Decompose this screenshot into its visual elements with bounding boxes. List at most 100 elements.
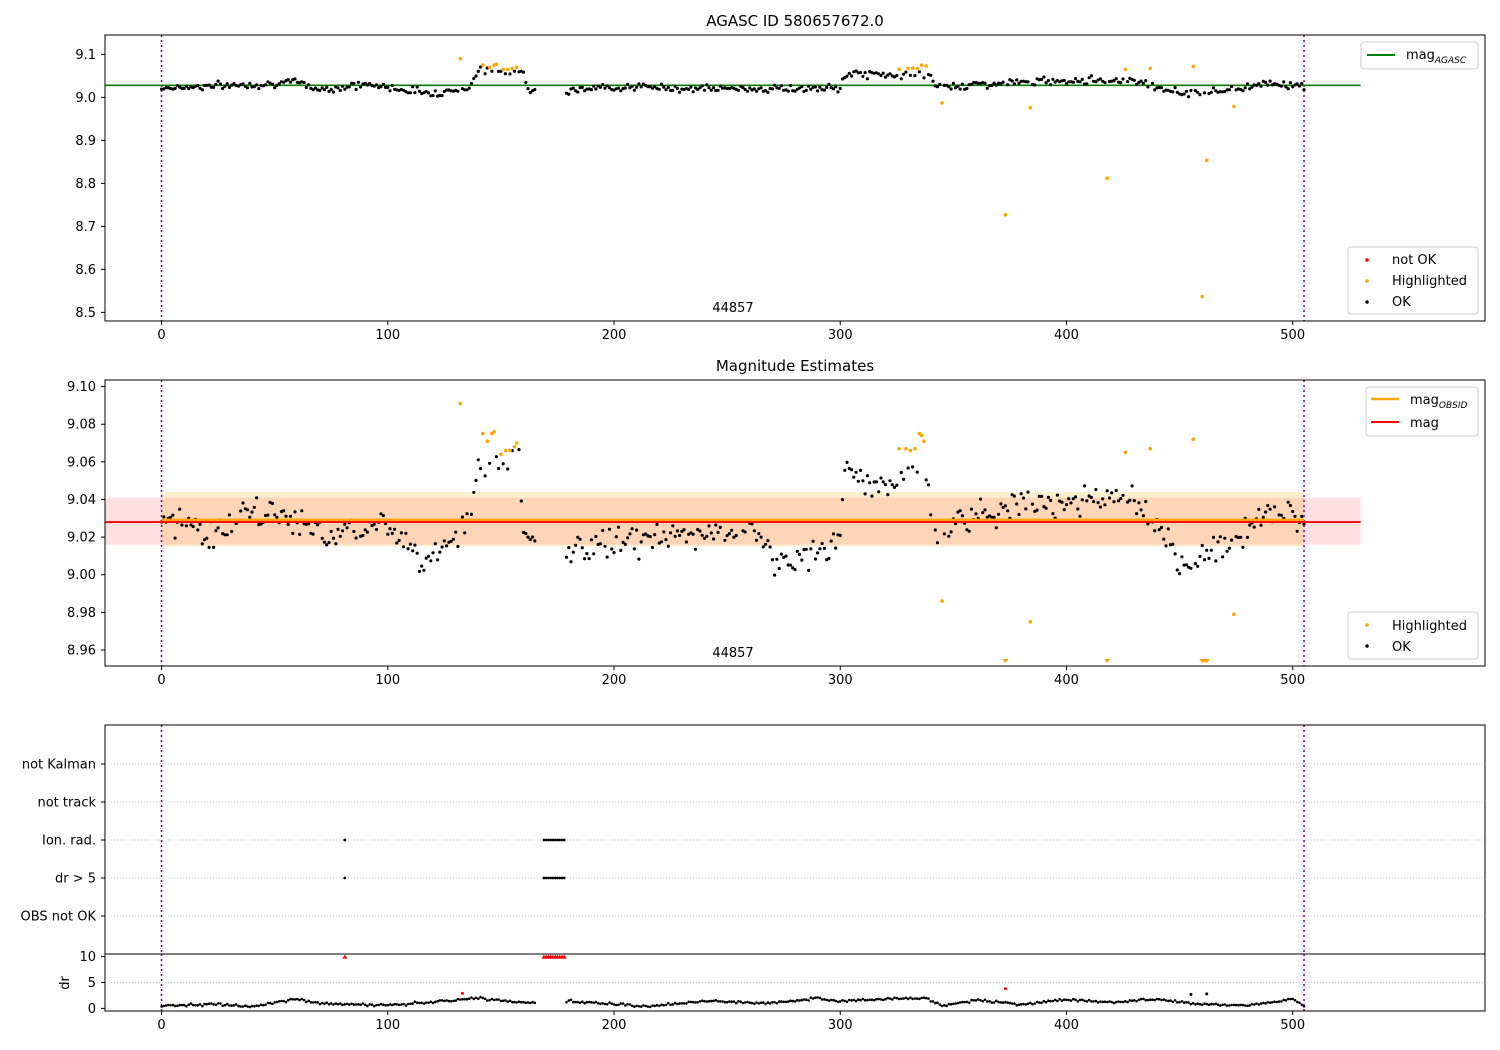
ok-point — [1098, 77, 1102, 81]
dr-ok-point — [515, 1001, 518, 1004]
ok-point — [313, 86, 317, 90]
magnitude-marks — [105, 380, 1361, 666]
ok-point — [585, 552, 589, 556]
ok-point — [834, 546, 838, 550]
dr-ok-point — [807, 999, 810, 1002]
ok-point — [1178, 572, 1182, 576]
dr-ok-point — [1264, 1002, 1267, 1005]
ok-point — [616, 525, 621, 529]
flag-row-label: OBS not OK — [21, 910, 97, 925]
dr-ok-point — [196, 1003, 200, 1007]
ok-point — [700, 84, 704, 88]
ok-point — [1302, 522, 1306, 526]
ok-point — [650, 545, 655, 550]
ok-point — [395, 541, 399, 545]
ok-point — [1033, 83, 1037, 87]
dr-ok-point — [970, 998, 973, 1002]
dr-ok-point — [773, 1001, 776, 1004]
ok-point — [182, 86, 186, 90]
ok-point — [372, 84, 376, 88]
ok-point — [503, 72, 507, 76]
highlighted-point — [910, 66, 915, 70]
dr-ok-point — [513, 1000, 516, 1004]
ok-point — [816, 89, 820, 93]
ok-point — [770, 87, 775, 91]
ok-point — [632, 88, 637, 92]
flag-point — [560, 838, 564, 842]
ok-point — [702, 536, 707, 540]
dr-ok-point — [995, 999, 998, 1003]
ok-point — [822, 546, 827, 551]
dr-ok-point — [268, 1001, 272, 1005]
ok-point — [820, 541, 824, 546]
ok-point — [259, 522, 263, 526]
ok-point — [664, 88, 668, 92]
dr-ok-point — [777, 1000, 781, 1003]
ok-point — [406, 91, 410, 95]
dr-ok-point — [1008, 1001, 1012, 1005]
y-tick-label: 9.02 — [67, 531, 96, 546]
dr-ok-point — [497, 998, 500, 1001]
ok-point — [1279, 84, 1283, 88]
ok-point — [960, 82, 965, 86]
legend-highlighted-label: Highlighted — [1392, 619, 1467, 634]
dr-ok-point — [881, 998, 885, 1002]
ok-point — [786, 89, 790, 93]
dr-ok-point — [1139, 997, 1143, 1001]
ok-point — [1098, 505, 1102, 509]
ok-point — [1126, 80, 1130, 84]
dr-ok-point — [719, 1000, 722, 1003]
ok-point — [1083, 484, 1087, 488]
ok-point — [227, 85, 231, 89]
ok-point — [594, 87, 598, 91]
ok-point — [1300, 514, 1304, 519]
ok-point — [248, 81, 252, 85]
dr-ok-point — [714, 998, 718, 1002]
dr-ok-point — [1250, 1002, 1254, 1006]
ok-point — [196, 528, 200, 532]
dr-ok-point — [363, 1003, 367, 1007]
ok-point — [754, 89, 759, 93]
ok-point — [958, 87, 962, 91]
ok-point — [318, 88, 322, 92]
dr-ok-point — [678, 1002, 681, 1005]
ok-point — [173, 536, 177, 540]
ok-point — [230, 529, 234, 534]
ok-point — [438, 93, 442, 98]
dr-ok-point — [841, 999, 844, 1002]
dr-ok-point — [253, 1005, 256, 1008]
dr-ok-point — [669, 1003, 672, 1007]
ok-point — [1073, 495, 1078, 499]
ok-point — [800, 85, 804, 89]
dr-ok-point — [1268, 1001, 1272, 1004]
dr-ok-point — [920, 996, 923, 1000]
ok-point — [415, 551, 419, 555]
flag-point — [544, 876, 548, 880]
highlighted-point — [904, 446, 908, 451]
ok-point — [664, 538, 668, 542]
ok-point — [1128, 498, 1132, 502]
off-scale-low-marker — [1203, 659, 1210, 663]
ok-point — [1116, 499, 1121, 503]
ok-point — [804, 88, 808, 92]
ok-point — [1092, 500, 1096, 504]
dr-ok-point — [682, 1002, 686, 1005]
off-scale-low-marker — [1002, 659, 1009, 663]
dr-ok-point — [169, 1004, 172, 1007]
ok-point — [766, 539, 770, 543]
dr-ok-point — [1124, 1000, 1127, 1003]
ok-point — [293, 510, 297, 514]
dr-ok-point — [621, 1002, 625, 1005]
dr-point — [1205, 992, 1209, 996]
dr-ok-point — [931, 1000, 935, 1003]
ok-point — [1248, 523, 1252, 527]
ok-point — [571, 86, 575, 90]
ok-point — [322, 88, 326, 92]
dr-ok-point — [1033, 1002, 1037, 1005]
legend-highlighted-marker — [1365, 623, 1369, 627]
ok-point — [207, 545, 211, 550]
ok-point — [1006, 509, 1010, 513]
ok-point — [202, 538, 207, 542]
ok-point — [935, 85, 940, 89]
